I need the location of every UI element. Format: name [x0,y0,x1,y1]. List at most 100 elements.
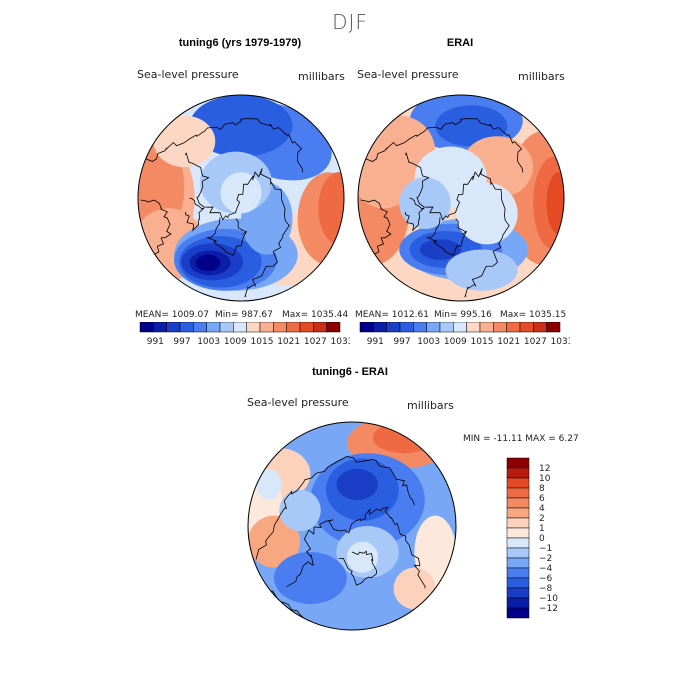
cbar2-swatch-4 [413,322,427,333]
cbar3-tick-3: 6 [539,494,545,504]
cbar1-swatch-1 [153,322,167,333]
map3-contour-9 [336,468,378,500]
cbar2-swatch-8 [466,322,481,333]
map3-contour-13 [279,489,321,532]
map1-contour-1 [189,95,293,157]
cbar1-swatch-8 [246,322,261,333]
panel-2-map [357,94,565,302]
cbar3-swatch-15 [506,607,530,619]
cbar1-swatch-12 [299,322,314,333]
cbar3-tick-14: −12 [539,604,558,614]
map3-outline [247,421,457,631]
map1-coast-4 [140,199,172,256]
panel-1-title: tuning6 (yrs 1979-1979) [178,37,302,49]
map2-coast-3 [405,197,425,232]
cbar2-tick-5: 1021 [497,337,520,346]
cbar1-swatch-0 [139,322,154,333]
cbar2-swatch-2 [386,322,401,333]
cbar1-swatch-4 [193,322,207,333]
cbar3-tick-2: 8 [539,484,545,494]
panel-1-max: Max= 1035.44 [282,310,349,320]
cbar3-tick-11: −6 [539,574,553,584]
cbar1-swatch-5 [206,322,221,333]
map3-contour-4 [248,515,300,568]
cbar1-swatch-14 [326,322,341,333]
cbar1-swatch-13 [313,322,327,333]
cbar2-swatch-11 [506,322,521,333]
cbar1-swatch-11 [286,322,301,333]
cbar3-tick-4: 4 [539,504,545,514]
panel-3-title: tuning6 - ERAI [312,366,388,378]
map3-contour-14 [256,468,282,500]
map2-contour-15 [455,182,518,245]
cbar2-tick-4: 1015 [471,337,494,346]
cbar3-swatch-9 [506,547,530,559]
cbar2-swatch-13 [533,322,547,333]
cbar3-swatch-10 [506,557,530,569]
map2-coastlines [360,118,524,298]
map2-contour-16 [399,177,451,229]
panel-3-units: millibars [407,399,454,412]
cbar1-tick-5: 1021 [277,337,300,346]
cbar1-swatch-7 [233,322,247,333]
cbar1-tick-3: 1009 [224,337,247,346]
panel-1-min: Min= 987.67 [215,310,273,320]
cbar1-swatch-9 [259,322,274,333]
cbar2-tick-1: 997 [393,337,410,346]
map2-coast-2 [425,217,467,256]
cbar3-tick-13: −10 [539,594,558,604]
panel-3-minmax: MIN = -11.11 MAX = 6.27 [463,434,579,444]
map3-coast-3 [261,586,306,620]
panel-2-mean: MEAN= 1012.61 [355,310,429,320]
map3-coastlines [255,455,426,620]
cbar1-swatch-3 [179,322,194,333]
cbar3-swatch-3 [506,487,530,499]
cbar3-tick-9: −2 [539,554,552,564]
map3-contour-12 [274,552,347,604]
cbar3-tick-12: −8 [539,584,553,594]
map2-coast-4 [360,199,392,256]
map2-contour-7 [546,172,564,235]
cbar3-swatch-5 [506,507,530,519]
map1-coast-3 [185,197,205,232]
panel-1-variable: Sea-level pressure [137,68,239,81]
cbar1-tick-2: 1003 [197,337,220,346]
map2-contour-1 [435,105,508,147]
cbar1-tick-1: 997 [173,337,190,346]
cbar1-tick-4: 1015 [251,337,274,346]
map2-outline [357,94,565,302]
cbar2-swatch-5 [426,322,441,333]
map2-coast-0 [405,152,510,298]
cbar1-tick-7: 1033 [331,337,350,346]
map1-coastlines [140,118,304,298]
panel-2-max: Max= 1035.15 [500,310,567,320]
panel-3-variable: Sea-level pressure [247,396,349,409]
cbar2-swatch-6 [439,322,454,333]
cbar1-tick-6: 1027 [304,337,327,346]
cbar1-swatch-2 [166,322,181,333]
cbar3-swatch-13 [506,587,530,599]
map2-contour-13 [445,249,518,291]
cbar2-tick-2: 1003 [417,337,440,346]
cbar3-tick-0: 12 [539,464,550,474]
map1-coast-0 [185,152,290,298]
map1-contour-14 [195,254,221,272]
map3-contour-6 [393,567,436,610]
map3-coast-1 [255,455,415,560]
cbar3-swatch-8 [506,537,530,549]
map3-coast-2 [338,550,377,586]
cbar2-tick-3: 1009 [444,337,467,346]
cbar2-swatch-9 [479,322,494,333]
cbar3-tick-10: −4 [539,564,553,574]
cbar2-swatch-12 [519,322,534,333]
panel-2-variable: Sea-level pressure [357,68,459,81]
cbar3-tick-1: 10 [539,474,551,484]
cbar3-tick-7: 0 [539,534,545,544]
cbar3-swatch-6 [506,517,530,529]
cbar1-tick-0: 991 [147,337,164,346]
cbar3-tick-6: 1 [539,524,545,534]
cbar3-tick-8: −1 [539,544,552,554]
map2-contour-4 [358,146,415,209]
